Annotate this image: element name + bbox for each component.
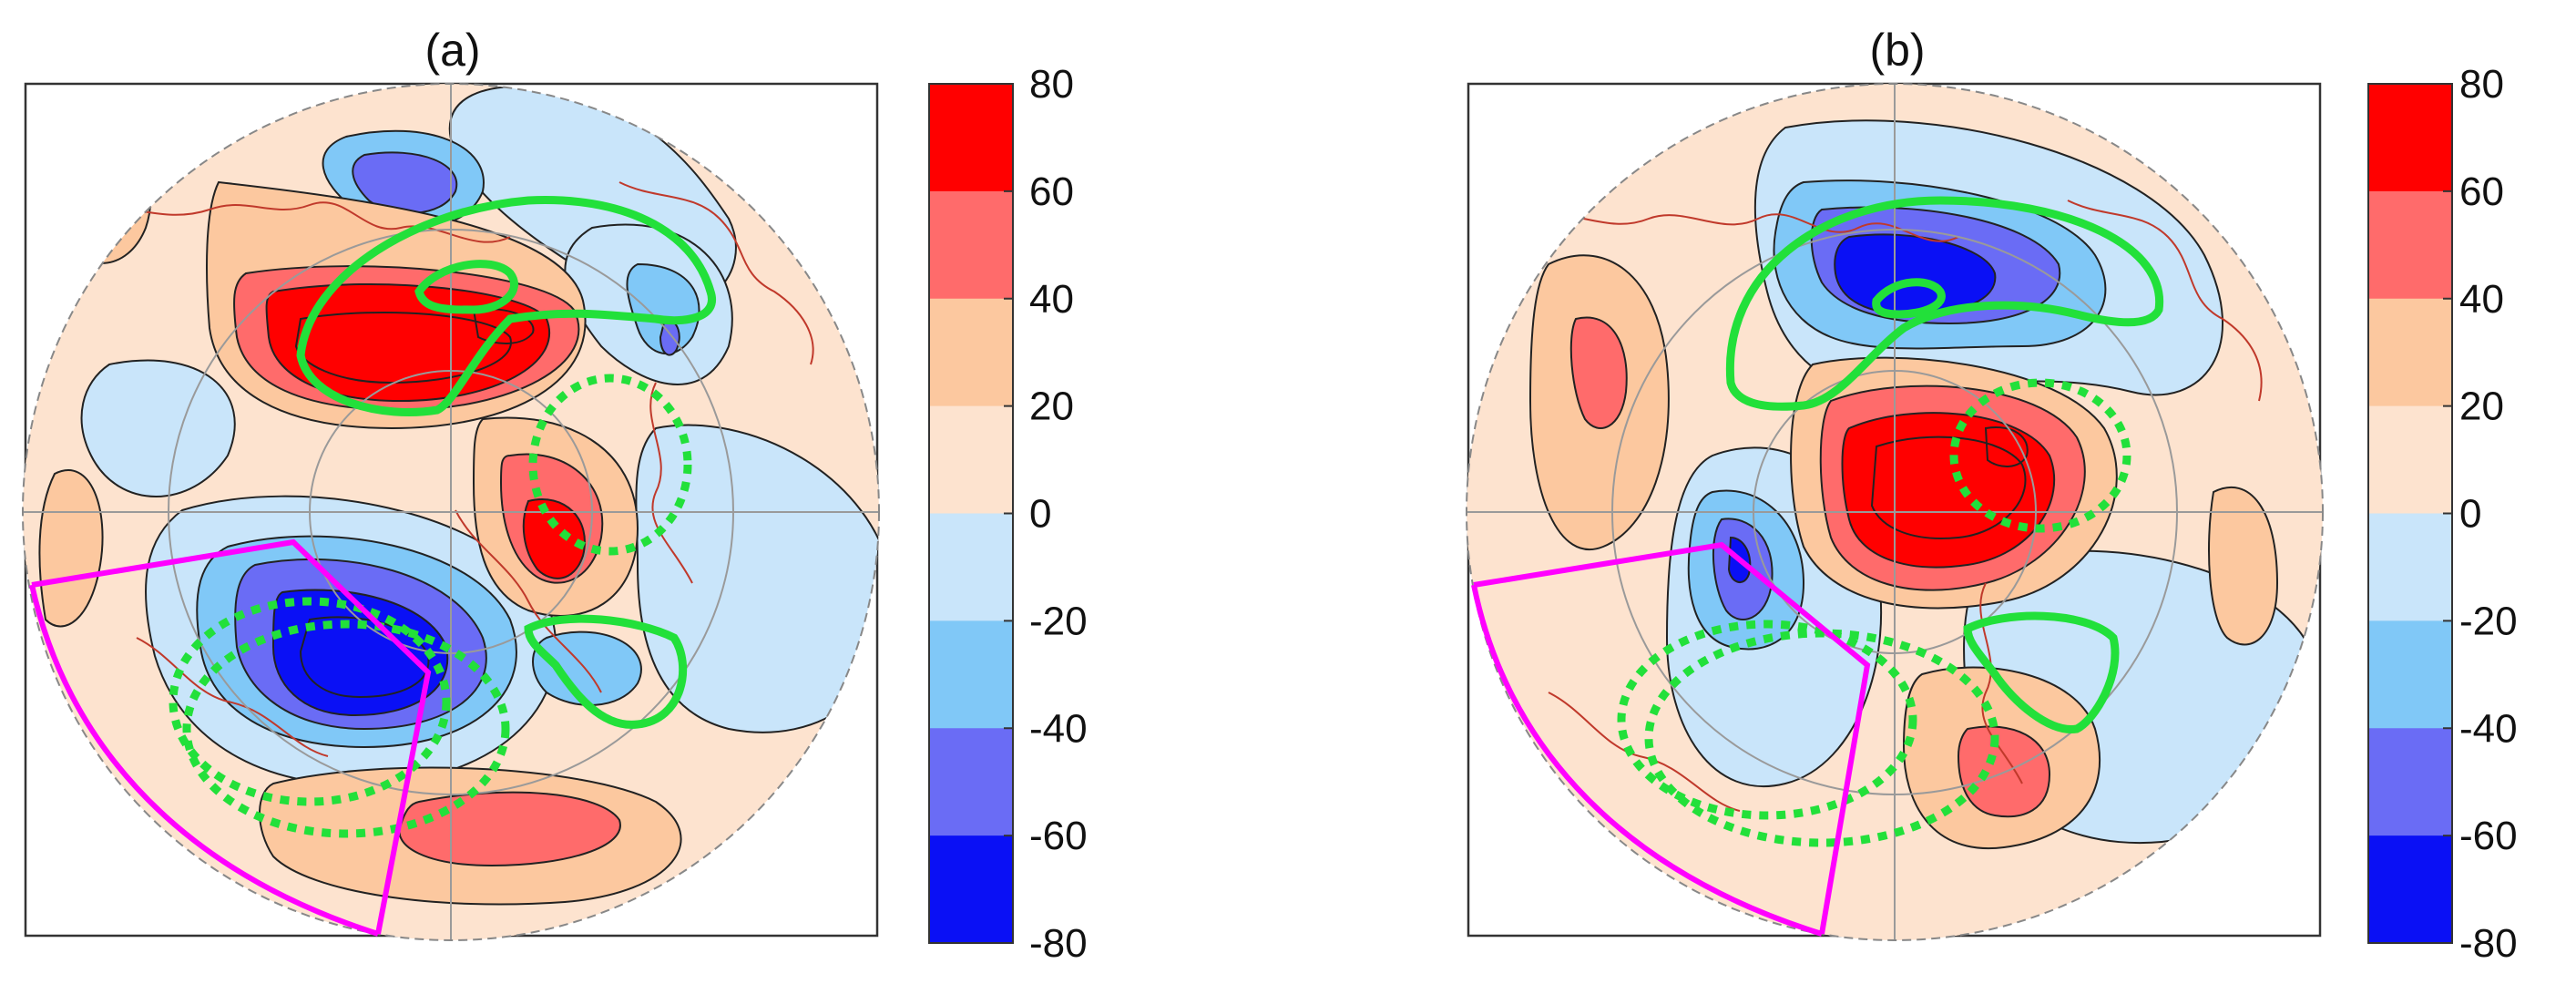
coastline [136,637,329,757]
highlight-dotted-contour [1949,378,2131,533]
contour-neg-region [635,424,879,733]
colorbar-tick-label: -80 [2459,921,2518,966]
colorbar-segment [929,405,1013,514]
coastline [2067,200,2263,402]
contour-pos-region [1569,316,1628,429]
panel-b-green-solid [1725,196,2164,733]
highlight-solid-contour [296,196,717,416]
panel-b-magenta-sector [1471,541,1871,937]
colorbar-tick-label: -80 [1029,921,1088,966]
colorbar-segment [2368,620,2452,729]
panel-a-title: (a) [424,25,480,76]
colorbar-tick-label: 40 [2459,277,2504,322]
panel-b-colorbar: 80 60 40 20 0 -20 -40 -60 -80 [2367,62,2518,966]
highlight-solid-contour [1725,196,2164,411]
colorbar-tick-label: 80 [1029,62,1074,107]
colorbar-tick-label: 60 [2459,169,2504,214]
coastline [455,509,602,693]
panel-b-title: (b) [1869,25,1925,76]
coastline [54,201,511,243]
colorbar-segment [929,298,1013,407]
highlight-dotted-contour [528,374,692,556]
highlight-dotted-contour [1617,620,1917,820]
panel-b-field [1467,84,2323,940]
colorbar-tick-label: 80 [2459,62,2504,107]
panel-a-magenta-sector [29,538,432,937]
coastline [649,382,693,584]
colorbar-segment [929,620,1013,729]
colorbar-tick-label: 0 [1029,492,1051,537]
colorbar-segment [2368,190,2452,300]
colorbar-tick-label: 20 [1029,384,1074,429]
colorbar-tick-label: 20 [2459,384,2504,429]
colorbar-segment [2368,405,2452,514]
colorbar-segment [2368,298,2452,407]
colorbar-segment [929,728,1013,836]
colorbar-segment [2368,84,2452,192]
map-boundary [22,83,880,941]
colorbar-tick-label: 40 [1029,277,1074,322]
colorbar-segment [929,190,1013,300]
map-grid [23,84,879,940]
colorbar-tick-label: -40 [1029,706,1088,751]
contour-pos-region [38,469,104,628]
contour-line [294,311,512,384]
highlight-solid-contour [1872,278,1946,319]
coastlines [54,181,814,757]
contour-neg-region [352,151,458,214]
panel-a-green-dotted [169,374,692,838]
colorbar-tick-label: -60 [2459,814,2518,858]
colorbar-tick-label: -20 [2459,599,2518,643]
colorbar-segment [2368,513,2452,621]
panel-a: (a) [22,25,1088,966]
highlight-solid-contour [1963,611,2120,733]
contour-neg-region [532,630,642,706]
map-boundary [1466,83,2324,941]
contour-line [1984,426,2029,467]
colorbar-segment [929,84,1013,192]
colorbar-segment [929,835,1013,944]
highlight-dotted-contour [1644,629,1999,847]
colorbar-tick-label: -20 [1029,599,1088,643]
panel-a-colorbar: 80 60 40 20 0 -20 -40 -60 -80 [928,62,1088,966]
highlight-solid-contour [414,260,518,314]
panel-a-field [23,84,879,940]
contour-neg-region [80,359,236,497]
coastlines [1511,200,2263,812]
colorbar-segment [929,513,1013,621]
panel-b-green-dotted [1617,378,2131,847]
panel-a-green-solid [296,196,717,729]
colorbar-tick-label: 60 [1029,169,1074,214]
coastline [1979,582,2023,784]
colorbar-tick-label: -40 [2459,706,2518,751]
highlight-dotted-contour [182,620,510,838]
contour-pos-region [2208,487,2279,646]
highlight-solid-contour [524,614,688,729]
coastline [618,181,814,365]
colorbar-tick-label: -60 [1029,814,1088,858]
coastline [1548,692,1741,812]
coastline [1511,212,1959,242]
colorbar-segment [2368,728,2452,836]
contour-pos-region [522,498,586,579]
map-grid [1467,84,2323,940]
panel-b: (b) [1466,25,2518,966]
colorbar-tick-label: 0 [2459,492,2481,537]
colorbar-segment [2368,835,2452,944]
highlight-dotted-contour [169,597,451,806]
